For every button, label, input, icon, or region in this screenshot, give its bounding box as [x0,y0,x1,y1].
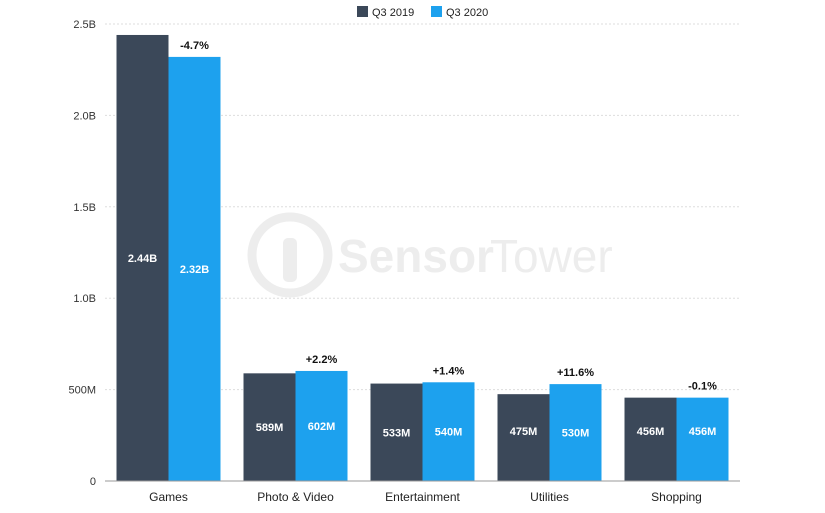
bar-value-label: 530M [562,428,590,440]
bar-q3-2020 [168,56,221,482]
x-category-label: Shopping [651,490,702,504]
bar-q3-2019 [370,383,423,481]
sensor-tower-watermark: Sensor Tower [247,212,613,298]
x-category-label: Utilities [530,490,569,504]
legend-swatch [357,6,368,17]
x-category-label: Entertainment [385,490,460,504]
legend-item: Q3 2020 [431,6,488,19]
y-tick-label: 2.0B [73,110,96,122]
change-label: +2.2% [306,354,338,366]
bar-q3-2020 [676,397,729,481]
legend-item: Q3 2019 [357,6,414,19]
y-tick-label: 1.5B [73,202,96,214]
bar-value-label: 540M [435,427,463,439]
bars: 2.44B 2.32B -4.7% 589M 602M +2.2% 533M 540M +1.4… [116,34,729,482]
bar-value-label: 589M [256,422,284,434]
legend-label: Q3 2019 [372,7,414,19]
change-label: -4.7% [180,40,209,52]
bar-q3-2020 [422,382,475,481]
bar-q3-2019 [243,373,296,481]
x-category-label: Photo & Video [257,490,334,504]
bar-group: 533M 540M +1.4% [370,365,475,481]
bar-value-label: 2.32B [180,264,209,276]
y-tick-label: 500M [68,385,96,397]
y-axis: 0 500M 1.0B 1.5B 2.0B 2.5B [68,19,96,488]
change-label: -0.1% [688,381,717,393]
bar-group: 589M 602M +2.2% [243,354,348,481]
legend: Q3 2019 Q3 2020 [357,6,488,19]
y-tick-label: 2.5B [73,19,96,31]
bar-q3-2019 [497,394,550,481]
change-label: +1.4% [433,365,465,377]
watermark-sensor-text: Sensor [338,230,494,282]
bar-value-label: 456M [689,426,717,438]
bar-group: 456M 456M -0.1% [624,381,729,481]
y-tick-label: 1.0B [73,293,96,305]
bar-q3-2020 [295,370,348,481]
bar-value-label: 456M [637,426,665,438]
y-tick-label: 0 [90,476,96,488]
bar-q3-2020 [549,384,602,481]
bar-value-label: 602M [308,421,336,433]
bar-group: 475M 530M +11.6% [497,367,602,481]
bar-group: 2.44B 2.32B -4.7% [116,34,221,482]
watermark-tower-text: Tower [490,230,613,282]
bar-value-label: 475M [510,426,538,438]
x-axis: Games Photo & Video Entertainment Utilities… [105,480,740,504]
bar-q3-2019 [116,34,169,482]
bar-value-label: 533M [383,427,411,439]
legend-swatch [431,6,442,17]
bar-value-label: 2.44B [128,253,157,265]
bar-q3-2019 [624,397,677,481]
legend-label: Q3 2020 [446,7,488,19]
change-label: +11.6% [557,367,594,379]
x-category-label: Games [149,490,188,504]
